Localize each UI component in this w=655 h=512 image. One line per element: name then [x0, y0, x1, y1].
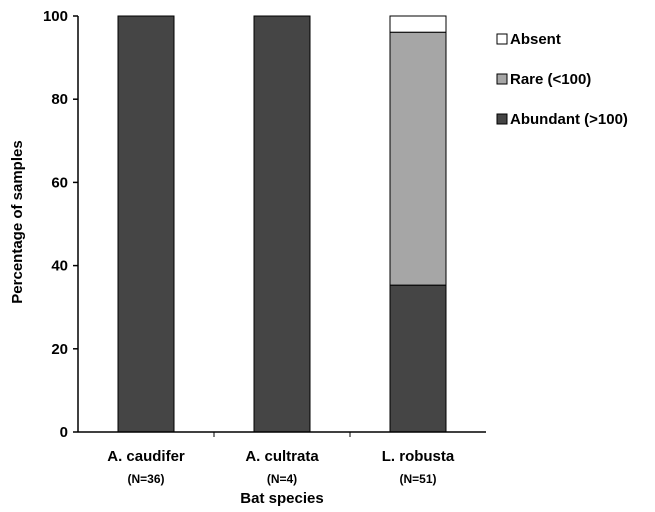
legend-label: Absent — [510, 31, 561, 48]
y-tick-label: 20 — [51, 341, 68, 358]
y-tick-label: 0 — [60, 424, 68, 441]
legend-label: Rare (<100) — [510, 71, 591, 88]
y-tick-label: 100 — [43, 8, 68, 25]
x-tick-sublabel: (N=4) — [267, 472, 297, 486]
x-labels-group: A. caudifer (N=36) A. cultrata (N=4) L. robu… — [107, 448, 455, 486]
legend: Absent Rare (<100) Abundant (>100) — [496, 31, 628, 128]
y-ticks-group: 0 20 40 60 80 100 — [43, 8, 351, 441]
x-axis-title: Bat species — [240, 490, 323, 507]
legend-swatch — [496, 33, 508, 45]
x-tick-label: A. cultrata — [245, 448, 319, 465]
x-tick-label: L. robusta — [382, 448, 455, 465]
y-tick-label: 60 — [51, 174, 68, 191]
axes-group — [77, 16, 486, 433]
x-tick-label: A. caudifer — [107, 448, 185, 465]
bar-segment-1-1 — [117, 15, 175, 433]
y-axis-title: Percentage of samples — [9, 140, 26, 303]
y-tick-label: 80 — [51, 91, 68, 108]
bars-group — [117, 15, 447, 433]
legend-swatch — [496, 113, 508, 125]
bar-segment-1-2 — [253, 15, 311, 433]
bar-segment-2-3 — [389, 31, 447, 286]
x-tick-sublabel: (N=51) — [399, 472, 436, 486]
legend-swatch — [496, 73, 508, 85]
legend-label: Abundant (>100) — [510, 111, 628, 128]
x-tick-sublabel: (N=36) — [127, 472, 164, 486]
bar-segment-3-3 — [389, 15, 447, 33]
bar-segment-1-3 — [389, 284, 447, 433]
y-tick-label: 40 — [51, 258, 68, 275]
